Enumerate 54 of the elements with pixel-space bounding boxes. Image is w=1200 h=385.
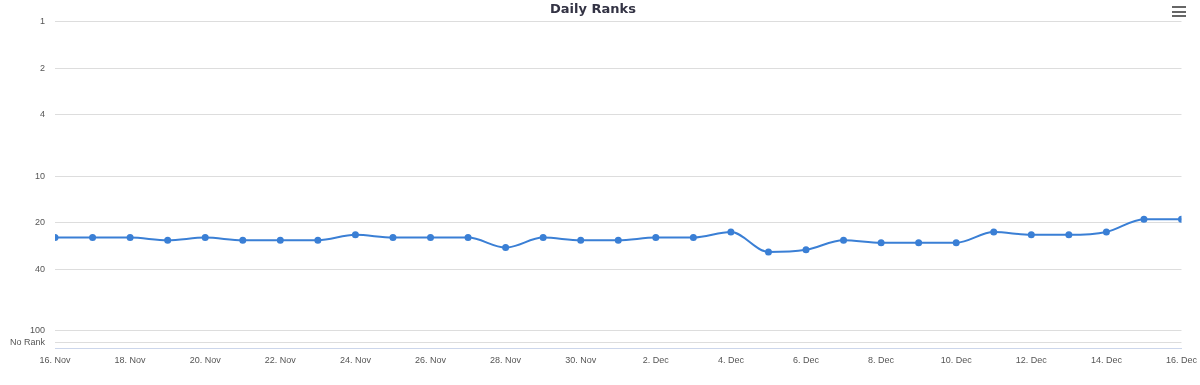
- x-tick-label: 10. Dec: [940, 355, 973, 366]
- y-tick-label: 20: [35, 217, 46, 228]
- point: [990, 228, 998, 236]
- x-tick-label: 26. Nov: [414, 355, 447, 366]
- y-tick-label: 10: [35, 170, 46, 181]
- point: [539, 234, 547, 242]
- point: [802, 246, 810, 254]
- point: [126, 234, 134, 242]
- point: [915, 239, 923, 247]
- y-tick-label: 2: [40, 62, 46, 73]
- point: [464, 234, 472, 242]
- x-tick-label: 16. Nov: [39, 355, 72, 366]
- x-tick-label: 28. Nov: [490, 355, 522, 366]
- x-tick-label: 16. Dec: [1165, 355, 1198, 366]
- x-tick-label: 18. Nov: [114, 355, 147, 366]
- point: [89, 234, 97, 242]
- x-tick-label: 24. Nov: [339, 355, 372, 366]
- x-tick-label: 20. Nov: [189, 355, 222, 366]
- point: [577, 236, 585, 244]
- point: [201, 234, 209, 242]
- point: [727, 228, 735, 236]
- point: [614, 236, 622, 244]
- y-tick-label: No Rank: [10, 337, 46, 348]
- point: [239, 236, 247, 244]
- x-tick-label: 6. Dec: [792, 355, 820, 366]
- x-tick-label: 4. Dec: [717, 355, 745, 366]
- x-tick-label: 30. Nov: [565, 355, 597, 366]
- point: [689, 234, 697, 242]
- point: [427, 234, 435, 242]
- y-tick-label: 40: [35, 263, 46, 274]
- y-tick-label: 1: [40, 16, 46, 27]
- x-tick-label: 12. Dec: [1015, 355, 1048, 366]
- point: [1102, 228, 1110, 236]
- point: [502, 244, 510, 252]
- x-tick-label: 2. Dec: [642, 355, 670, 366]
- point: [276, 236, 284, 244]
- x-tick-label: 22. Nov: [264, 355, 297, 366]
- point: [1027, 231, 1035, 239]
- point: [652, 234, 660, 242]
- point: [1065, 231, 1073, 239]
- chart-title: Daily Ranks: [550, 1, 637, 17]
- point: [952, 239, 960, 247]
- y-tick-label: 100: [29, 325, 46, 336]
- point: [1140, 215, 1148, 223]
- point: [314, 236, 322, 244]
- point: [840, 236, 848, 244]
- point: [764, 248, 772, 256]
- point: [389, 234, 397, 242]
- y-tick-label: 4: [40, 109, 46, 120]
- point: [351, 231, 359, 239]
- x-tick-label: 8. Dec: [868, 355, 895, 366]
- x-tick-label: 14. Dec: [1090, 355, 1123, 366]
- point: [877, 239, 885, 247]
- point: [164, 236, 172, 244]
